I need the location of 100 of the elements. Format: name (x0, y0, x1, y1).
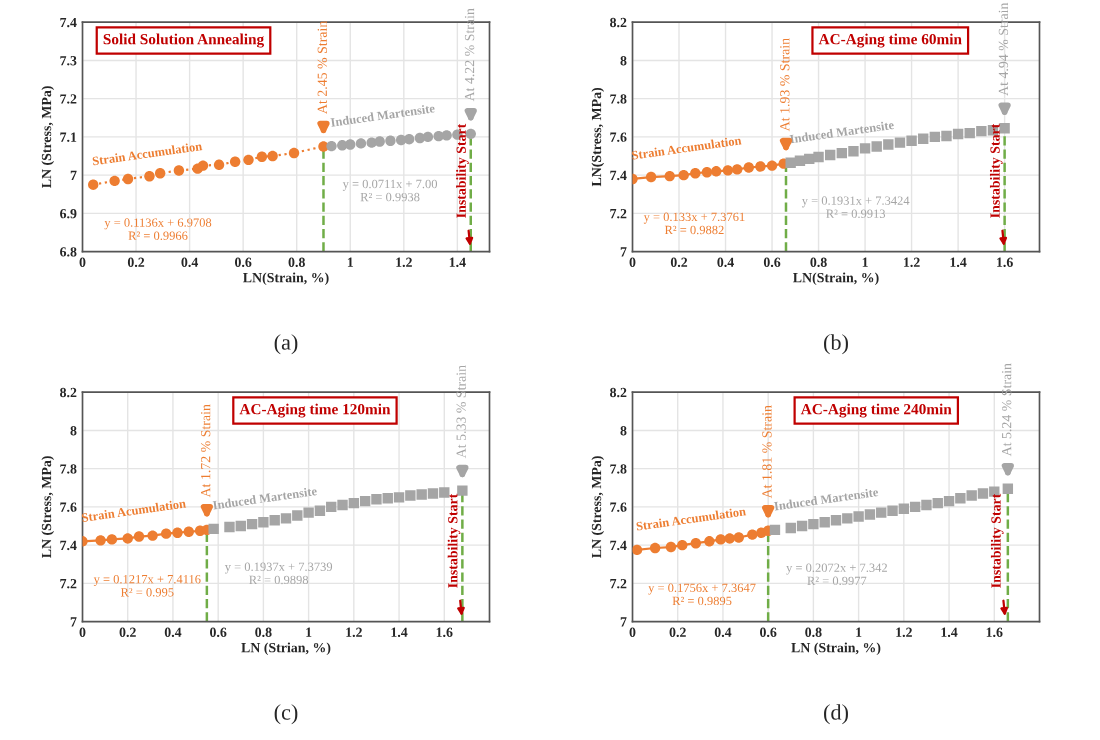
point (405, 490, 416, 501)
point (160, 528, 172, 539)
point (416, 489, 427, 500)
point (439, 487, 450, 498)
point (427, 488, 439, 499)
text: (b) (824, 334, 848, 355)
point (715, 534, 726, 545)
point (819, 517, 830, 528)
point (173, 165, 185, 176)
point (678, 169, 689, 181)
point (465, 128, 476, 140)
point (733, 532, 744, 543)
point (106, 534, 118, 545)
point (864, 509, 876, 520)
point (645, 171, 657, 183)
point (664, 170, 675, 182)
point (966, 490, 977, 501)
point (677, 539, 688, 551)
point (374, 136, 385, 147)
point (848, 146, 859, 157)
point (755, 161, 766, 172)
point (147, 530, 158, 541)
point (154, 168, 166, 179)
point (785, 522, 796, 534)
point (422, 131, 434, 143)
point (122, 173, 134, 185)
point (722, 165, 734, 176)
point (747, 529, 758, 540)
point (859, 143, 871, 154)
point (208, 523, 219, 535)
point (871, 141, 882, 152)
point (1002, 483, 1014, 494)
point (441, 130, 452, 141)
point (133, 531, 145, 542)
point (224, 521, 235, 533)
point (830, 515, 842, 526)
point (197, 160, 209, 171)
point (122, 533, 133, 544)
point (853, 511, 864, 522)
point (906, 135, 917, 146)
point (824, 149, 836, 161)
point (836, 147, 848, 159)
point (941, 130, 952, 142)
point (243, 154, 254, 166)
point (813, 151, 824, 163)
point (894, 137, 906, 148)
point (796, 520, 808, 532)
point (952, 128, 964, 140)
point (665, 541, 677, 553)
point (229, 156, 241, 167)
point (258, 517, 269, 528)
point (977, 488, 989, 499)
point (235, 520, 246, 532)
point (976, 125, 987, 137)
point (909, 501, 921, 513)
point (303, 507, 314, 518)
point (649, 542, 661, 554)
point (95, 535, 106, 546)
point (246, 518, 258, 530)
point (326, 501, 337, 513)
point (345, 139, 356, 150)
point (955, 493, 966, 504)
point (88, 179, 99, 190)
point (256, 151, 268, 162)
point (701, 167, 713, 178)
point (269, 515, 280, 526)
point (632, 544, 643, 556)
point (213, 159, 225, 171)
point (359, 495, 371, 507)
point (371, 494, 382, 505)
point (929, 131, 941, 143)
point (280, 513, 292, 524)
point (288, 147, 300, 159)
point (999, 123, 1010, 134)
point (711, 166, 722, 177)
point (109, 175, 120, 187)
point (267, 150, 278, 162)
text: (a) (274, 334, 298, 355)
point (883, 139, 894, 150)
point (842, 513, 853, 524)
point (743, 162, 754, 173)
point (690, 538, 702, 549)
point (393, 492, 405, 503)
point (921, 499, 932, 511)
point (355, 138, 367, 149)
point (785, 157, 796, 168)
point (887, 505, 898, 516)
point (876, 507, 887, 518)
point (731, 164, 743, 175)
point (943, 495, 955, 507)
point (808, 518, 819, 530)
point (385, 135, 396, 146)
point (292, 510, 303, 521)
point (769, 524, 781, 536)
point (326, 140, 337, 152)
point (144, 171, 155, 182)
point (172, 527, 183, 538)
text: (d) (824, 704, 848, 725)
point (337, 499, 348, 511)
point (918, 133, 929, 145)
